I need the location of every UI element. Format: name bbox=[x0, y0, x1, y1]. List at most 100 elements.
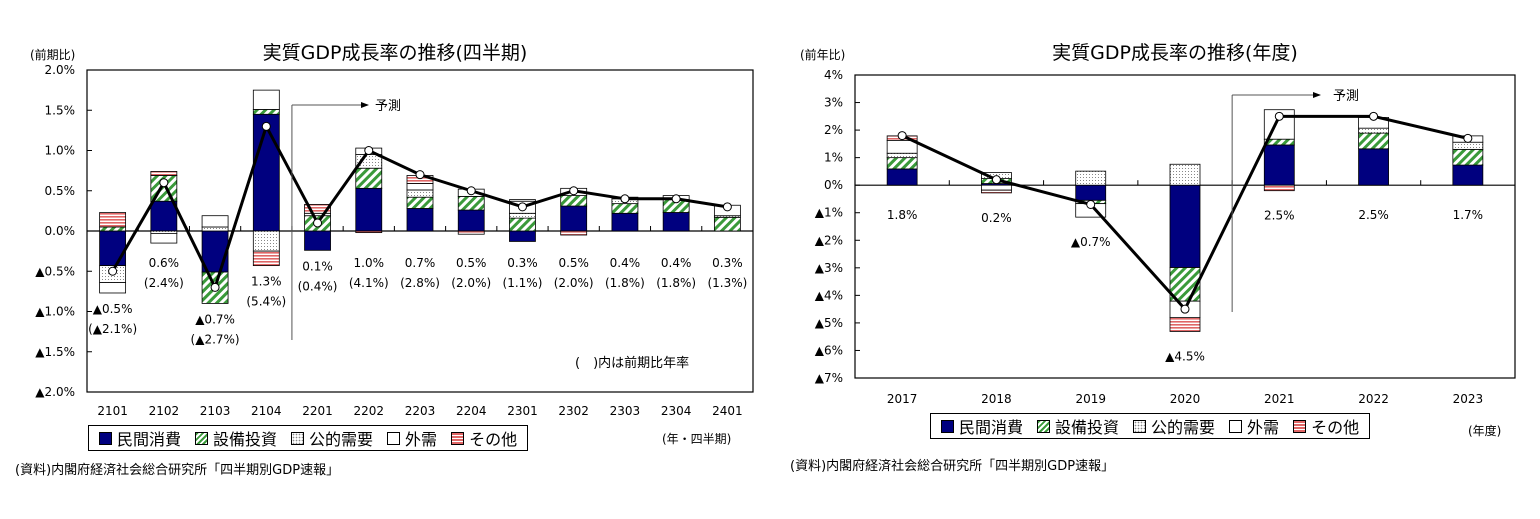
x-category-label: 2304 bbox=[661, 404, 692, 418]
legend-label: 民間消費 bbox=[117, 430, 182, 449]
swatch-icon bbox=[1229, 419, 1243, 433]
bar-capex bbox=[560, 195, 588, 207]
bar-public-demand bbox=[886, 152, 918, 159]
gdp-growth-point bbox=[569, 186, 579, 196]
bar-public-demand bbox=[1169, 163, 1201, 186]
gdp-value-label: 2.5% bbox=[1358, 208, 1389, 222]
swatch-icon bbox=[387, 431, 401, 445]
forecast-label: 予測 bbox=[375, 99, 401, 114]
gdp-value-label: ▲0.5% bbox=[93, 302, 133, 316]
bar-capex bbox=[99, 226, 127, 232]
bar-capex bbox=[252, 109, 280, 115]
y-tick-label: ▲2% bbox=[815, 233, 843, 247]
x-category-label: 2102 bbox=[149, 404, 180, 418]
right-y-unit: (前年比) bbox=[800, 48, 846, 62]
gdp-growth-point bbox=[313, 218, 323, 228]
left-y-unit: (前期比) bbox=[30, 48, 76, 62]
y-tick-label: ▲1% bbox=[815, 206, 843, 220]
bar-private-consumption bbox=[355, 187, 383, 232]
legend-label: 外需 bbox=[1247, 418, 1280, 437]
annualized-rate-label: (1.8%) bbox=[656, 276, 696, 290]
annualized-rate-label: (1.1%) bbox=[503, 276, 543, 290]
legend-label: 公的需要 bbox=[1151, 418, 1216, 437]
y-tick-label: 0% bbox=[824, 178, 843, 192]
left-source: (資料)内閣府経済社会総合研究所「四半期別GDP速報」 bbox=[15, 463, 340, 478]
bar-other bbox=[304, 204, 331, 214]
x-category-label: 2017 bbox=[887, 392, 918, 406]
bar-capex bbox=[355, 167, 383, 189]
gdp-value-label: 0.5% bbox=[558, 256, 589, 270]
bar-other bbox=[1169, 316, 1201, 332]
gdp-growth-point bbox=[722, 202, 732, 212]
legend-public-demand: 公的需要 bbox=[1133, 414, 1215, 438]
swatch-icon bbox=[291, 431, 305, 445]
x-category-label: 2020 bbox=[1170, 392, 1201, 406]
left-annualized-note: ( )内は前期比年率 bbox=[575, 356, 690, 371]
y-tick-label: ▲1.5% bbox=[35, 345, 75, 359]
gdp-growth-point bbox=[108, 266, 118, 276]
annualized-rate-label: (1.8%) bbox=[605, 276, 645, 290]
y-tick-label: 4% bbox=[824, 68, 843, 82]
annualized-rate-label: (2.0%) bbox=[451, 276, 491, 290]
y-tick-label: 2% bbox=[824, 123, 843, 137]
bar-other bbox=[99, 212, 127, 228]
gdp-value-label: 0.6% bbox=[149, 256, 180, 270]
bar-external-demand bbox=[99, 282, 127, 294]
x-category-label: 2023 bbox=[1453, 392, 1484, 406]
gdp-value-label: 0.3% bbox=[507, 256, 538, 270]
x-category-label: 2203 bbox=[405, 404, 436, 418]
gdp-growth-point bbox=[1274, 111, 1284, 121]
x-category-label: 2021 bbox=[1264, 392, 1295, 406]
right-source: (資料)内閣府経済社会総合研究所「四半期別GDP速報」 bbox=[790, 459, 1115, 474]
gdp-growth-point bbox=[897, 131, 907, 141]
gdp-value-label: 1.0% bbox=[354, 256, 385, 270]
legend-external-demand: 外需 bbox=[1229, 414, 1279, 438]
bar-other bbox=[1263, 184, 1295, 192]
bar-capex bbox=[457, 195, 485, 211]
bar-private-consumption bbox=[1169, 184, 1201, 268]
gdp-growth-point bbox=[991, 175, 1001, 185]
y-tick-label: 0.5% bbox=[45, 184, 76, 198]
bar-public-demand bbox=[201, 226, 229, 232]
gdp-growth-point bbox=[364, 146, 374, 155]
bar-private-consumption bbox=[99, 230, 127, 267]
swatch-icon bbox=[195, 431, 209, 445]
x-category-label: 2201 bbox=[302, 404, 333, 418]
gdp-value-label: 0.4% bbox=[661, 256, 692, 270]
swatch-icon bbox=[1133, 419, 1147, 433]
gdp-value-label: ▲0.7% bbox=[195, 312, 235, 326]
legend-other: その他 bbox=[451, 426, 517, 450]
gdp-growth-point bbox=[415, 170, 425, 180]
bar-other bbox=[457, 230, 485, 235]
gdp-value-label: 1.3% bbox=[251, 275, 282, 289]
y-tick-label: ▲0.5% bbox=[35, 264, 75, 278]
bar-external-demand bbox=[981, 184, 1012, 191]
gdp-growth-point bbox=[1086, 199, 1096, 209]
swatch-icon bbox=[451, 431, 465, 445]
bar-private-consumption bbox=[1358, 148, 1389, 186]
bar-external-demand bbox=[150, 233, 178, 244]
legend-label: 外需 bbox=[405, 430, 438, 449]
annualized-rate-label: (2.0%) bbox=[554, 276, 594, 290]
x-category-label: 2019 bbox=[1075, 392, 1106, 406]
y-tick-label: ▲1.0% bbox=[35, 305, 75, 319]
right-chart-title: 実質GDP成長率の推移(年度) bbox=[1052, 42, 1298, 64]
right-legend: 民間消費 設備投資 公的需要 外需 その他 bbox=[930, 413, 1371, 439]
y-tick-label: 3% bbox=[824, 96, 843, 110]
legend-external-demand: 外需 bbox=[387, 426, 437, 450]
bar-capex bbox=[406, 196, 434, 209]
legend-private-consumption: 民間消費 bbox=[99, 426, 181, 450]
gdp-growth-point bbox=[261, 121, 271, 131]
x-category-label: 2018 bbox=[981, 392, 1012, 406]
annualized-rate-label: (▲2.7%) bbox=[191, 332, 240, 346]
gdp-value-label: 0.5% bbox=[456, 256, 487, 270]
gdp-growth-point bbox=[1180, 304, 1190, 314]
gdp-growth-point bbox=[210, 282, 220, 292]
y-tick-label: ▲6% bbox=[815, 343, 843, 357]
bar-private-consumption bbox=[201, 230, 229, 273]
bar-private-consumption bbox=[1075, 184, 1107, 201]
gdp-value-label: ▲4.5% bbox=[1165, 349, 1205, 363]
annualized-rate-label: (5.4%) bbox=[246, 295, 286, 309]
legend-capex: 設備投資 bbox=[195, 426, 277, 450]
